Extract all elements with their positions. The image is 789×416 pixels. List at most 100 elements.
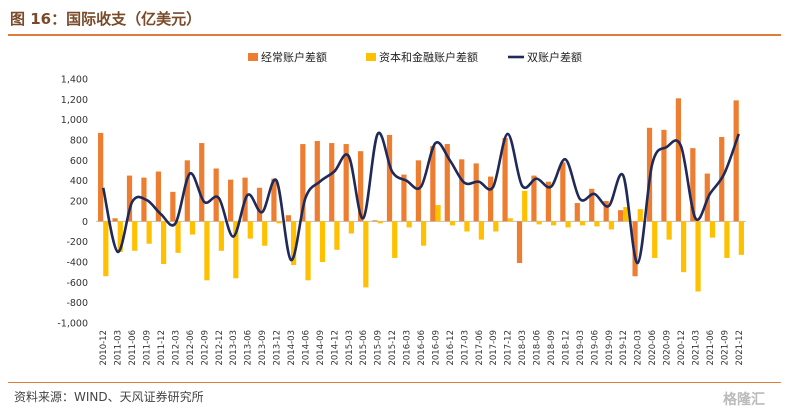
x-tick-label: 2020-09 — [663, 330, 673, 366]
bar-current-account — [228, 179, 234, 222]
x-tick-label: 2015-12 — [388, 330, 398, 366]
bar-current-account — [98, 132, 104, 222]
x-tick-label: 2021-06 — [706, 330, 716, 366]
bar-current-account — [459, 159, 465, 222]
bar-capital-account — [652, 221, 658, 258]
bar-current-account — [126, 175, 133, 222]
bottom-rule — [8, 382, 781, 383]
bar-capital-account — [233, 221, 239, 279]
x-tick-label: 2016-06 — [417, 330, 427, 366]
bar-capital-account — [565, 221, 571, 228]
bar-current-account — [199, 143, 205, 222]
bar-capital-account — [305, 221, 311, 281]
bar-current-account — [545, 181, 551, 222]
bar-capital-account — [262, 221, 268, 246]
bar-current-account — [401, 174, 407, 222]
bar-current-account — [675, 98, 681, 222]
legend-capital-account-swatch — [366, 53, 376, 61]
x-tick-label: 2014-12 — [330, 330, 340, 366]
x-tick-label: 2011-03 — [114, 330, 124, 366]
y-tick-label: -600 — [66, 278, 88, 289]
bar-current-account — [488, 176, 494, 222]
bar-capital-account — [218, 221, 224, 251]
watermark: 格隆汇 — [723, 392, 765, 408]
bar-current-account — [184, 160, 190, 222]
y-tick-label: 1,200 — [61, 95, 88, 106]
chart-title: 图 16：国际收支（亿美元） — [10, 10, 202, 28]
bar-current-account — [618, 210, 624, 222]
bar-capital-account — [363, 221, 369, 288]
bar-capital-account — [579, 221, 586, 226]
x-tick-label: 2019-06 — [590, 330, 600, 366]
legend-current-account-swatch — [248, 53, 258, 61]
bar-current-account — [632, 221, 638, 277]
x-tick-label: 2018-09 — [547, 330, 557, 366]
x-tick-label: 2015-03 — [345, 330, 355, 366]
bar-capital-account — [507, 218, 513, 222]
bar-current-account — [112, 218, 118, 222]
x-tick-label: 2015-06 — [359, 330, 369, 366]
x-tick-label: 2013-03 — [229, 330, 239, 366]
bar-capital-account — [421, 221, 427, 246]
bar-capital-account — [247, 221, 253, 239]
bar-current-account — [603, 201, 609, 222]
y-tick-label: 200 — [70, 197, 88, 208]
x-tick-label: 2012-06 — [186, 330, 196, 366]
bar-capital-account — [449, 221, 456, 226]
bar-current-account — [415, 160, 421, 222]
bar-current-account — [358, 151, 364, 222]
bar-current-account — [661, 129, 667, 222]
bar-capital-account — [637, 209, 643, 222]
x-tick-label: 2010-12 — [99, 330, 109, 366]
bar-current-account — [502, 137, 508, 222]
x-tick-label: 2013-12 — [273, 330, 283, 366]
x-tick-label: 2020-03 — [634, 330, 644, 366]
x-tick-label: 2014-09 — [316, 330, 326, 366]
x-tick-label: 2018-03 — [518, 330, 528, 366]
bar-current-account — [473, 163, 479, 222]
bar-current-account — [155, 171, 161, 222]
bar-current-account — [444, 144, 450, 222]
bar-current-account — [372, 220, 378, 222]
x-tick-label: 2012-03 — [171, 330, 181, 366]
bar-capital-account — [406, 221, 412, 228]
bar-capital-account — [276, 221, 282, 224]
x-tick-label: 2012-09 — [200, 330, 210, 366]
x-tick-label: 2016-03 — [403, 330, 413, 366]
bar-capital-account — [536, 221, 542, 225]
x-tick-label: 2016-09 — [431, 330, 441, 366]
bar-capital-account — [435, 205, 441, 222]
bar-capital-account — [204, 221, 210, 281]
y-tick-label: 800 — [70, 136, 88, 147]
bar-current-account — [733, 100, 739, 222]
x-tick-label: 2017-12 — [504, 330, 514, 366]
x-tick-label: 2014-03 — [287, 330, 297, 366]
legend-balance-label: 双账户差额 — [527, 50, 582, 64]
bar-current-account — [256, 187, 263, 222]
legend-capital-account-label: 资本和金融账户差额 — [379, 50, 478, 64]
x-tick-label: 2011-09 — [143, 330, 153, 366]
bar-current-account — [213, 168, 219, 222]
legend-current-account-label: 经常账户差额 — [261, 50, 327, 64]
y-tick-label: -800 — [66, 298, 88, 309]
x-tick-label: 2014-06 — [301, 330, 311, 366]
bar-current-account — [300, 144, 306, 222]
x-tick-label: 2021-09 — [720, 330, 730, 366]
bar-capital-account — [522, 190, 528, 222]
bar-capital-account — [161, 221, 167, 265]
bar-current-account — [285, 215, 291, 222]
bar-capital-account — [681, 221, 687, 273]
bar-capital-account — [464, 221, 470, 232]
x-tick-label: 2011-06 — [128, 330, 138, 366]
y-tick-label: 400 — [70, 176, 88, 187]
bar-capital-account — [348, 221, 354, 234]
bar-current-account — [430, 146, 436, 222]
bar-capital-account — [334, 221, 340, 250]
title-rule — [8, 34, 781, 36]
bar-capital-account — [623, 207, 629, 222]
bar-capital-account — [175, 221, 181, 253]
x-tick-label: 2018-12 — [561, 330, 571, 366]
x-tick-label: 2013-09 — [258, 330, 268, 366]
bar-capital-account — [132, 221, 138, 251]
x-tick-label: 2017-03 — [460, 330, 470, 366]
